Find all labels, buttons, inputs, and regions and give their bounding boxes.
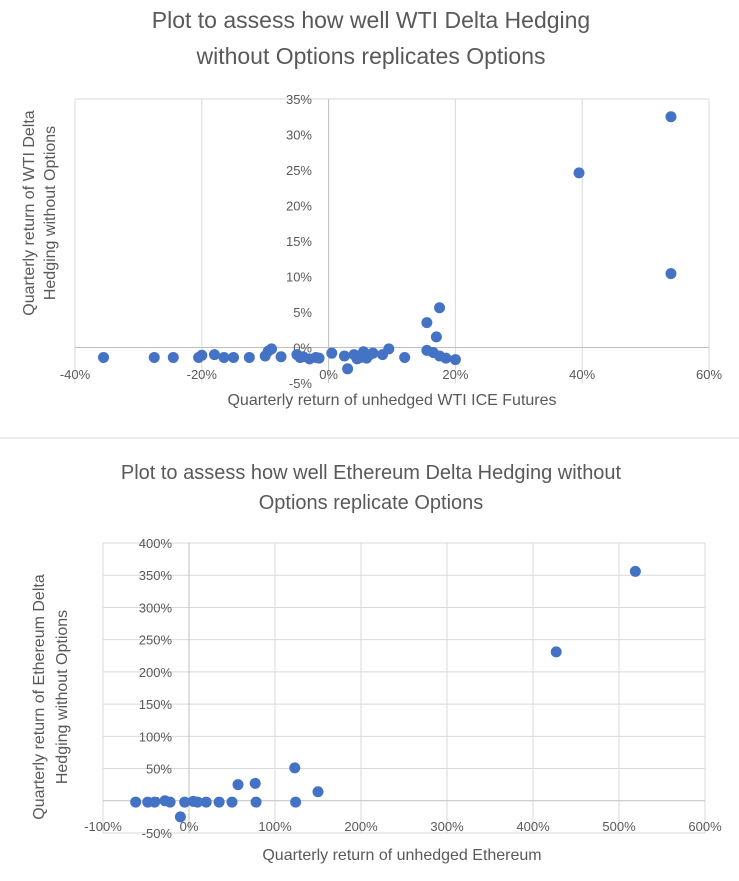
chart1-point-37 (421, 317, 433, 329)
chart2-y-tick-label: 250% (139, 633, 173, 648)
chart2-point-8 (192, 796, 204, 808)
chart1-x-tick-label: 20% (442, 367, 468, 382)
chart2-point-11 (226, 796, 238, 808)
chart2-x-tick-label: 0% (180, 819, 199, 834)
chart2-point-17 (312, 786, 324, 798)
chart2-x-tick-labels: -100% 0% 100% 200% 300% 400% 500% 600% (84, 819, 722, 834)
chart1-y-tick-label: 15% (286, 234, 312, 249)
chart2-y-tick-label: 350% (139, 568, 173, 583)
chart1-point-28 (367, 347, 379, 359)
chart2-point-9 (200, 796, 212, 808)
chart1-point-6 (218, 351, 230, 363)
chart1-point-0 (98, 351, 110, 363)
chart1-x-tick-label: 40% (569, 367, 595, 382)
chart1-point-35 (440, 352, 452, 364)
chart1-y-tick-label: 25% (286, 163, 312, 178)
chart2-title-line-1: Plot to assess how well Ethereum Delta H… (121, 462, 622, 484)
chart1-y-tick-label: -5% (289, 376, 313, 391)
chart1-y-tick-label: 20% (286, 199, 312, 214)
chart1-point-12 (275, 351, 287, 363)
chart1-point-4 (196, 349, 208, 361)
chart1-gridlines (74, 98, 710, 383)
chart2-zero-axes (103, 543, 705, 833)
chart1-point-20 (338, 350, 350, 362)
chart2-y-tick-labels: -50%0%50%100%150%200%250%300%350%400% (139, 536, 173, 841)
chart1-title-line-2: without Options replicates Options (195, 43, 545, 69)
chart2-y-tick-label: 100% (139, 729, 173, 744)
chart2-title-line-2: Options replicate Options (259, 492, 484, 514)
chart2-x-tick-label: 600% (688, 819, 722, 834)
chart1-x-tick-label: 0% (319, 367, 338, 382)
chart1-y-axis-label-line-1: Quarterly return of WTI Delta (21, 110, 38, 315)
chart1-y-axis-label-line-2: Hedging without Options (42, 126, 59, 300)
chart2-x-tick-label: 300% (430, 819, 464, 834)
wti-scatter-chart: Plot to assess how well WTI Delta Hedgin… (21, 7, 722, 409)
chart2-point-14 (250, 796, 262, 808)
chart2-x-tick-label: 100% (258, 819, 292, 834)
chart1-point-38 (430, 331, 442, 343)
chart2-point-0 (130, 796, 142, 808)
chart2-point-12 (232, 779, 244, 791)
chart1-x-tick-label: -20% (187, 367, 218, 382)
chart1-point-8 (243, 351, 255, 363)
chart2-x-axis-label: Quarterly return of unhedged Ethereum (262, 847, 541, 864)
chart1-y-tick-label: 5% (293, 305, 312, 320)
chart2-y-tick-label: 150% (139, 697, 173, 712)
chart2-y-tick-label: -50% (142, 826, 173, 841)
chart2-x-tick-label: 500% (602, 819, 636, 834)
chart2-point-15 (289, 762, 301, 774)
chart2-point-19 (629, 565, 641, 577)
chart1-point-31 (399, 351, 411, 363)
chart2-y-tick-label: 300% (139, 600, 173, 615)
chart1-point-36 (449, 354, 461, 366)
chart1-x-tick-label: -40% (60, 367, 91, 382)
chart1-point-11 (266, 343, 278, 355)
chart2-gridlines (102, 542, 706, 834)
chart2-point-18 (550, 646, 562, 658)
chart1-point-19 (326, 347, 338, 359)
chart2-x-tick-label: -100% (84, 819, 122, 834)
chart1-y-tick-labels: -5%0%5%10%15%20%25%30%35% (286, 92, 312, 391)
chart2-data-points (130, 565, 641, 823)
chart2-point-2 (149, 796, 161, 808)
chart2-y-tick-label: 200% (139, 665, 173, 680)
chart2-y-axis-label-line-1: Quarterly return of Ethereum Delta (31, 574, 48, 820)
chart1-y-tick-label: 35% (286, 92, 312, 107)
chart1-point-5 (208, 349, 220, 361)
chart2-point-16 (290, 796, 302, 808)
chart1-point-21 (342, 363, 354, 375)
chart2-x-tick-label: 200% (344, 819, 378, 834)
chart1-y-tick-label: 30% (286, 128, 312, 143)
chart2-point-5 (174, 811, 186, 823)
chart2-point-13 (249, 777, 261, 789)
chart1-point-2 (167, 351, 179, 363)
chart1-y-tick-label: 10% (286, 270, 312, 285)
chart1-point-1 (148, 351, 160, 363)
chart1-data-points (98, 111, 677, 375)
chart2-y-tick-label: 400% (139, 536, 173, 551)
chart1-point-42 (665, 111, 677, 123)
chart1-x-tick-label: 60% (696, 367, 722, 382)
chart2-point-6 (179, 796, 191, 808)
chart1-x-tick-labels: -40% -20% 0% 20% 40% 60% (60, 367, 723, 382)
chart1-point-39 (434, 302, 446, 314)
chart1-title-line-1: Plot to assess how well WTI Delta Hedgin… (152, 7, 590, 33)
chart2-point-4 (164, 796, 176, 808)
chart2-x-tick-label: 400% (516, 819, 550, 834)
chart2-y-tick-label: 50% (146, 762, 172, 777)
chart1-point-40 (573, 167, 585, 179)
chart2-y-axis-label-line-2: Hedging without Options (54, 610, 71, 784)
ethereum-scatter-chart: Plot to assess how well Ethereum Delta H… (31, 462, 722, 864)
chart1-x-axis-label: Quarterly return of unhedged WTI ICE Fut… (227, 392, 556, 409)
chart1-zero-axes (75, 99, 709, 383)
chart1-point-30 (383, 343, 395, 355)
chart1-point-41 (665, 268, 677, 280)
chart2-point-10 (213, 796, 225, 808)
chart1-point-7 (228, 351, 239, 363)
chart1-point-18 (313, 352, 325, 364)
